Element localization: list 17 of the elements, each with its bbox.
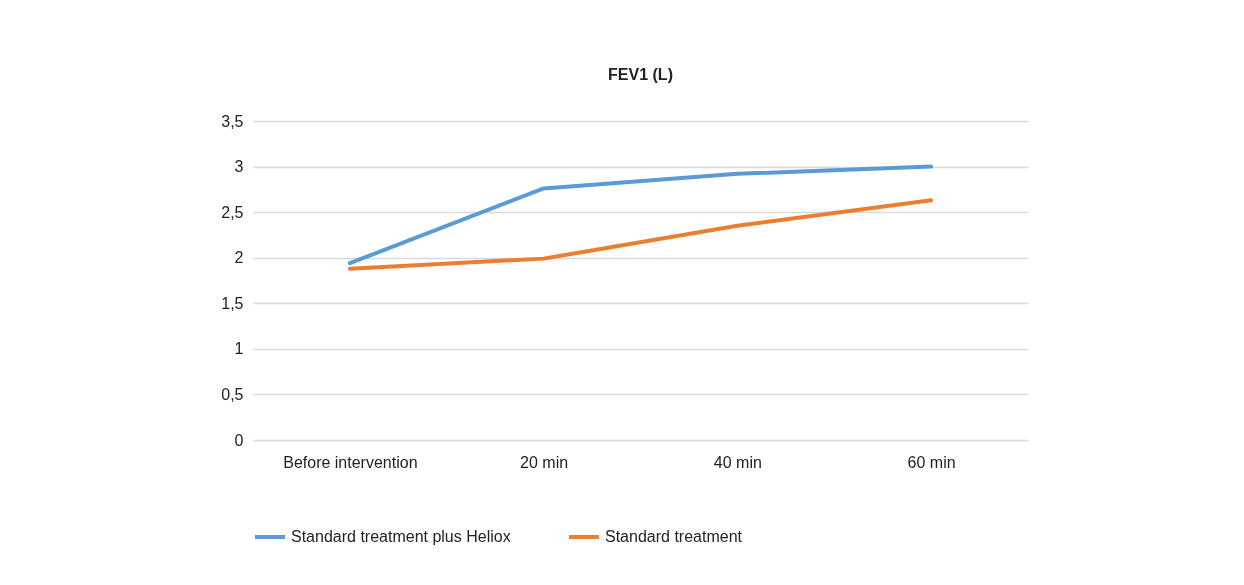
x-tick-label: 60 min — [907, 453, 956, 471]
y-tick-label: 2,5 — [221, 203, 244, 221]
chart-title: FEV1 (L) — [608, 66, 673, 83]
y-tick-label: 3,5 — [221, 112, 244, 130]
legend-label: Standard treatment — [605, 528, 743, 545]
line-series — [347, 198, 934, 271]
x-tick-label: 40 min — [713, 453, 762, 471]
line-series — [347, 164, 934, 266]
x-tick-label: 20 min — [520, 453, 569, 471]
y-tick-label: 1 — [234, 340, 244, 358]
y-tick-label: 0 — [234, 431, 244, 449]
y-tick-label: 1,5 — [221, 294, 244, 312]
legend-label: Standard treatment plus Heliox — [291, 528, 511, 545]
y-tick-label: 0,5 — [221, 385, 244, 403]
y-tick-label: 3 — [234, 158, 244, 176]
x-tick-label: Before intervention — [283, 453, 418, 471]
y-tick-label: 2 — [234, 249, 244, 267]
